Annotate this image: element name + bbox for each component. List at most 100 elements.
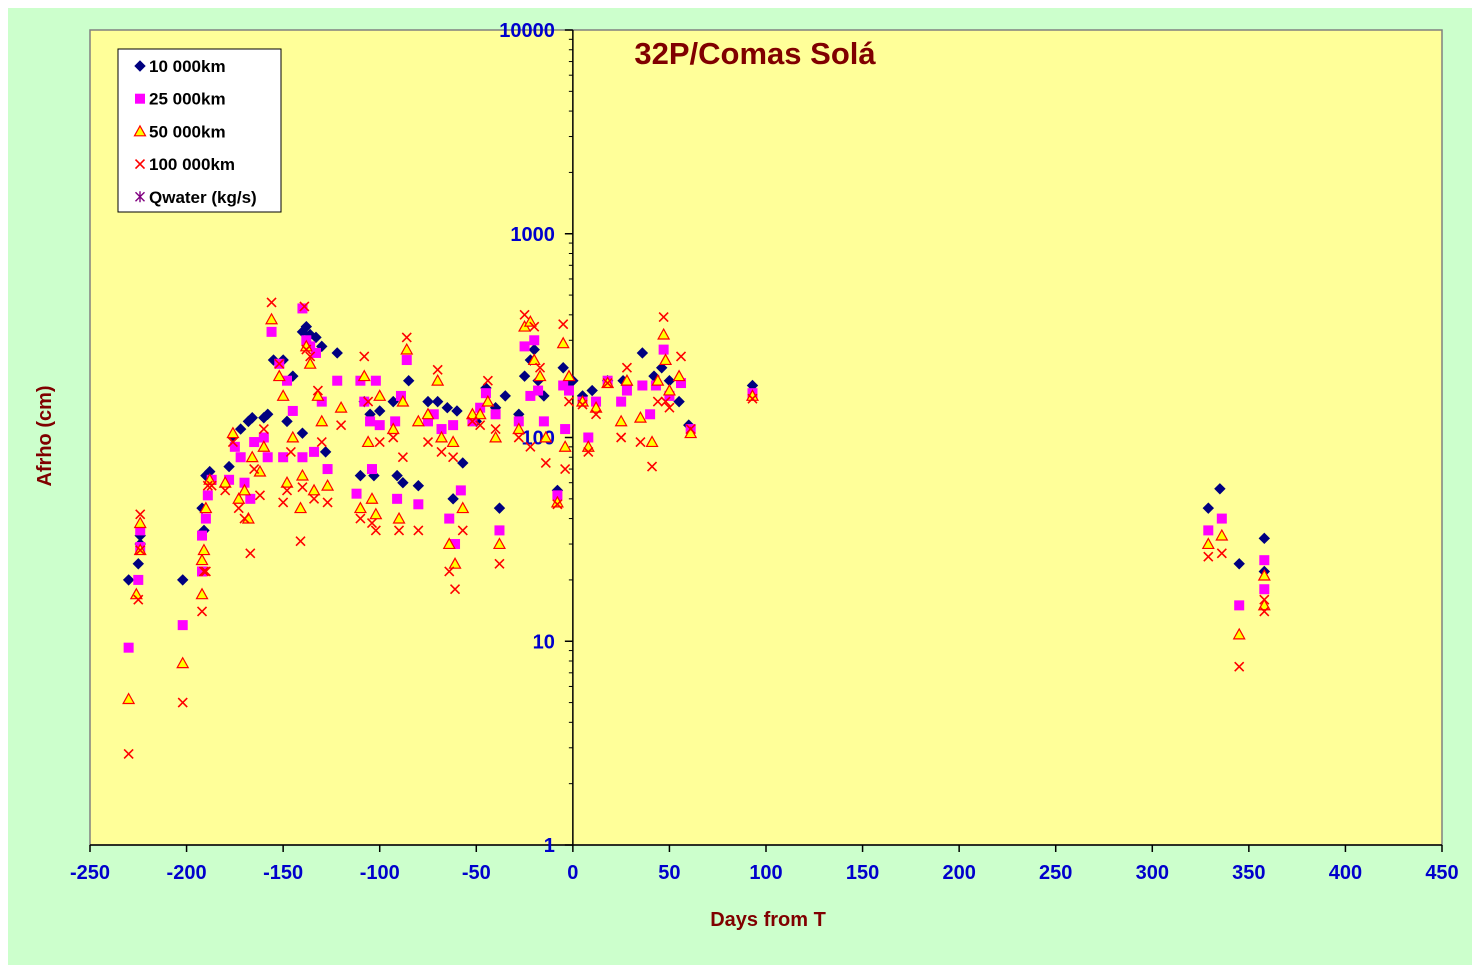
data-point xyxy=(539,430,553,443)
data-point xyxy=(391,469,403,482)
data-point xyxy=(562,369,576,382)
data-point xyxy=(621,362,633,373)
data-point xyxy=(447,493,459,505)
data-point xyxy=(1259,594,1270,605)
data-point xyxy=(374,436,385,448)
data-point xyxy=(135,545,146,556)
data-point xyxy=(616,432,627,443)
data-point xyxy=(122,574,135,586)
data-point xyxy=(374,405,386,417)
x-tick-label: 400 xyxy=(1329,862,1362,884)
data-point xyxy=(664,390,675,401)
data-point xyxy=(1215,528,1229,541)
data-point xyxy=(177,697,188,708)
data-point xyxy=(392,493,403,504)
data-point xyxy=(265,312,279,325)
x-tick-label: 0 xyxy=(567,862,578,884)
data-point xyxy=(274,358,285,369)
data-point xyxy=(206,480,217,491)
legend-label: 100 000km xyxy=(149,155,235,174)
data-point xyxy=(450,539,461,550)
data-point xyxy=(482,375,493,386)
data-point xyxy=(319,446,332,458)
data-point xyxy=(363,396,374,407)
data-point xyxy=(123,642,134,653)
data-point xyxy=(239,513,250,524)
data-point xyxy=(374,420,385,431)
data-point xyxy=(308,493,320,504)
data-point xyxy=(444,566,455,577)
data-point xyxy=(672,369,686,382)
data-point xyxy=(295,536,306,547)
data-point xyxy=(558,380,569,391)
data-point xyxy=(177,620,188,631)
data-point xyxy=(664,402,675,413)
data-point xyxy=(540,457,551,469)
x-tick-label: -150 xyxy=(263,862,303,884)
data-point xyxy=(552,499,563,510)
data-point xyxy=(366,518,378,529)
data-point xyxy=(489,430,503,443)
data-point xyxy=(512,422,526,435)
data-point xyxy=(295,468,309,481)
data-points xyxy=(122,297,1271,759)
data-point xyxy=(392,511,406,524)
data-point xyxy=(456,501,470,514)
data-point xyxy=(446,435,460,448)
x-tick-label: -200 xyxy=(167,862,207,884)
data-point xyxy=(388,432,399,443)
data-point xyxy=(645,435,659,448)
data-point xyxy=(303,357,317,369)
data-point xyxy=(523,314,537,327)
data-point xyxy=(481,394,495,407)
data-point xyxy=(227,436,238,448)
data-point xyxy=(200,566,211,577)
data-point xyxy=(122,692,136,705)
data-point xyxy=(353,501,367,514)
data-point xyxy=(232,492,246,504)
data-point xyxy=(519,309,530,320)
data-point xyxy=(636,347,649,359)
data-point xyxy=(390,416,401,427)
data-point xyxy=(365,492,379,504)
data-point xyxy=(286,430,300,443)
data-point xyxy=(621,385,632,396)
data-point xyxy=(311,389,325,401)
x-tick-label: 300 xyxy=(1136,862,1169,884)
data-point xyxy=(359,396,370,407)
data-point xyxy=(1202,502,1215,514)
y-axis-label: Afrho (cm) xyxy=(34,385,56,486)
legend-label: 10 000km xyxy=(149,57,226,76)
data-point xyxy=(258,424,269,435)
data-point xyxy=(436,424,447,435)
data-point xyxy=(355,513,366,524)
data-point xyxy=(123,748,134,759)
plot-area xyxy=(89,29,1443,846)
data-point xyxy=(132,558,144,570)
x-tick-label: -50 xyxy=(462,862,491,884)
data-point xyxy=(490,409,501,420)
data-point xyxy=(249,463,260,475)
data-point xyxy=(272,369,286,382)
data-point xyxy=(1203,525,1214,536)
data-point xyxy=(287,405,298,416)
data-point xyxy=(556,336,570,349)
data-point xyxy=(400,342,414,355)
data-point xyxy=(583,432,594,443)
data-point xyxy=(351,488,362,499)
data-point xyxy=(297,482,308,493)
data-point xyxy=(428,409,439,420)
data-point xyxy=(366,464,377,475)
data-point xyxy=(519,341,530,352)
data-point xyxy=(1259,555,1270,566)
data-point xyxy=(525,390,536,401)
x-axis-label: Days from T xyxy=(710,909,826,931)
data-point xyxy=(490,424,501,435)
data-point xyxy=(299,301,310,312)
data-point xyxy=(659,353,673,366)
data-point xyxy=(357,369,371,382)
y-tick-label: 10 xyxy=(533,631,555,653)
data-point xyxy=(401,355,412,366)
data-point xyxy=(455,485,466,496)
y-tick-label: 10000 xyxy=(499,20,555,42)
